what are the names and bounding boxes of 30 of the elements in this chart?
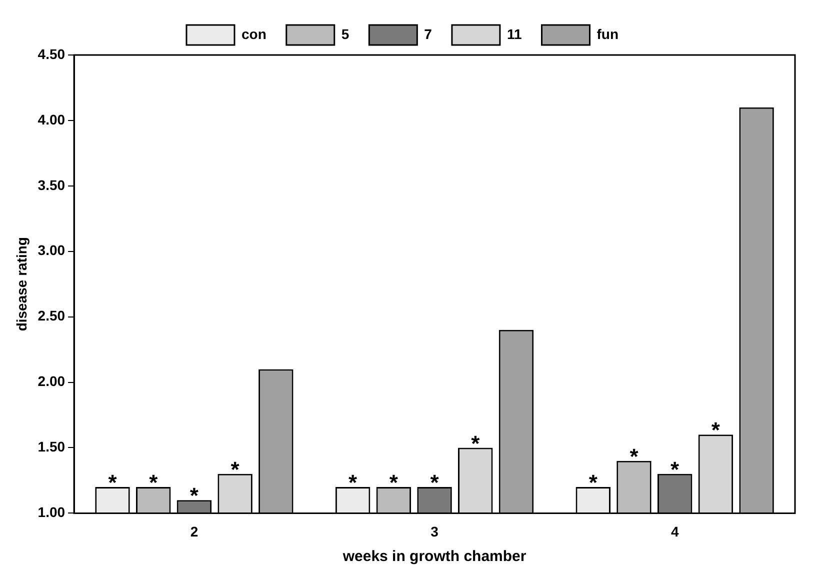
legend-label: 11 xyxy=(506,26,522,42)
data-label: * xyxy=(670,456,680,482)
y-tick-label: 4.50 xyxy=(38,46,66,62)
x-tick-label: 4 xyxy=(670,523,679,540)
data-label: * xyxy=(190,483,199,508)
data-label: * xyxy=(230,456,240,482)
y-tick-label: 3.00 xyxy=(38,242,66,258)
y-tick-label: 2.50 xyxy=(38,308,66,324)
x-tick-label: 2 xyxy=(190,523,198,540)
legend-label: 5 xyxy=(341,26,350,42)
y-tick-label: 2.00 xyxy=(38,373,66,390)
x-tick-label: 3 xyxy=(430,523,439,540)
y-axis-title: disease rating xyxy=(13,237,30,332)
legend-label: con xyxy=(241,26,266,42)
data-label: * xyxy=(108,470,118,496)
data-label: * xyxy=(630,444,639,469)
data-label: * xyxy=(588,470,598,496)
data-label: * xyxy=(430,470,440,496)
y-tick-label: 3.50 xyxy=(38,176,66,193)
x-axis-title: weeks in growth chamber xyxy=(342,548,526,566)
legend-label: fun xyxy=(596,26,619,42)
y-tick-label: 4.00 xyxy=(38,111,66,128)
data-label: * xyxy=(149,470,158,496)
legend-label: 7 xyxy=(424,26,432,42)
data-label: * xyxy=(711,418,720,443)
data-label: * xyxy=(389,470,398,496)
y-tick-label: 1.50 xyxy=(38,438,66,455)
data-label: * xyxy=(348,470,358,496)
y-tick-label: 1.00 xyxy=(38,504,66,520)
data-label: * xyxy=(471,430,480,456)
